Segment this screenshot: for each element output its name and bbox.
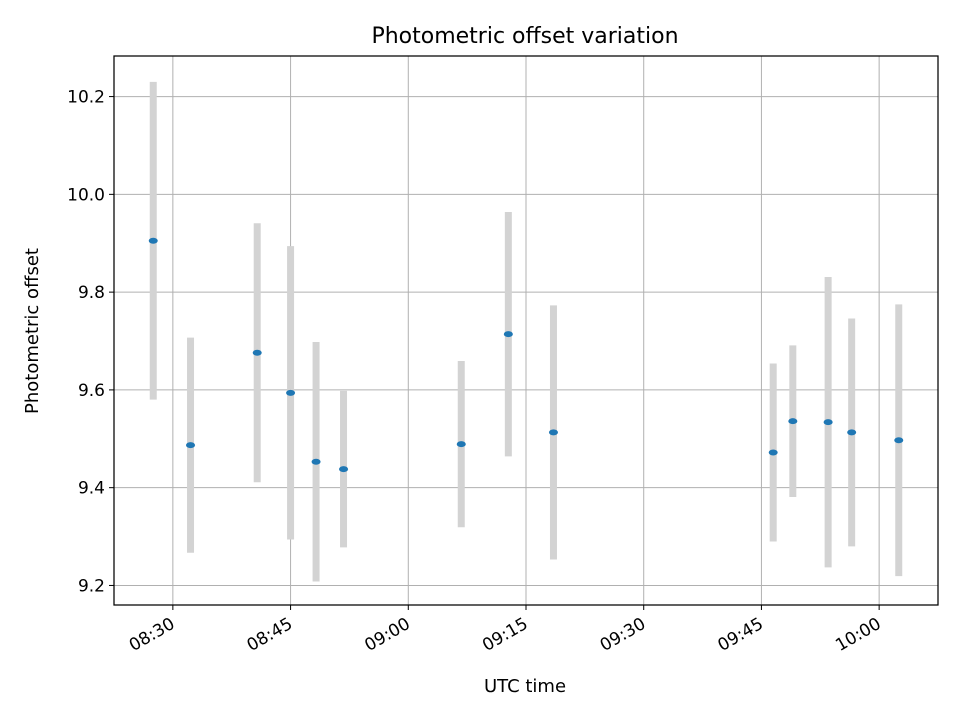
data-point xyxy=(456,441,466,448)
y-tick-label: 9.4 xyxy=(78,479,105,499)
data-point xyxy=(847,429,857,436)
x-axis-label: UTC time xyxy=(484,676,566,697)
data-point xyxy=(286,389,296,396)
data-point xyxy=(823,419,833,426)
y-tick-label: 10.0 xyxy=(67,185,105,205)
data-point xyxy=(788,418,798,425)
grid xyxy=(114,56,938,605)
y-tick-label: 10.2 xyxy=(67,88,105,108)
data-points xyxy=(148,237,904,473)
y-axis-ticks: 9.2 9.4 9.6 9.8 10.0 10.2 xyxy=(67,88,114,596)
y-axis-label: Photometric offset xyxy=(22,248,43,414)
data-point xyxy=(148,237,158,244)
y-tick-label: 9.6 xyxy=(78,381,105,401)
data-point xyxy=(548,429,558,436)
y-tick-label: 9.2 xyxy=(78,576,105,596)
data-point xyxy=(339,466,349,473)
chart-title: Photometric offset variation xyxy=(371,24,678,49)
data-point xyxy=(186,442,196,449)
data-point xyxy=(768,449,778,456)
data-point xyxy=(311,458,321,465)
data-point xyxy=(894,437,904,444)
y-tick-label: 9.8 xyxy=(78,283,105,303)
data-point xyxy=(503,331,513,338)
data-point xyxy=(252,349,262,356)
